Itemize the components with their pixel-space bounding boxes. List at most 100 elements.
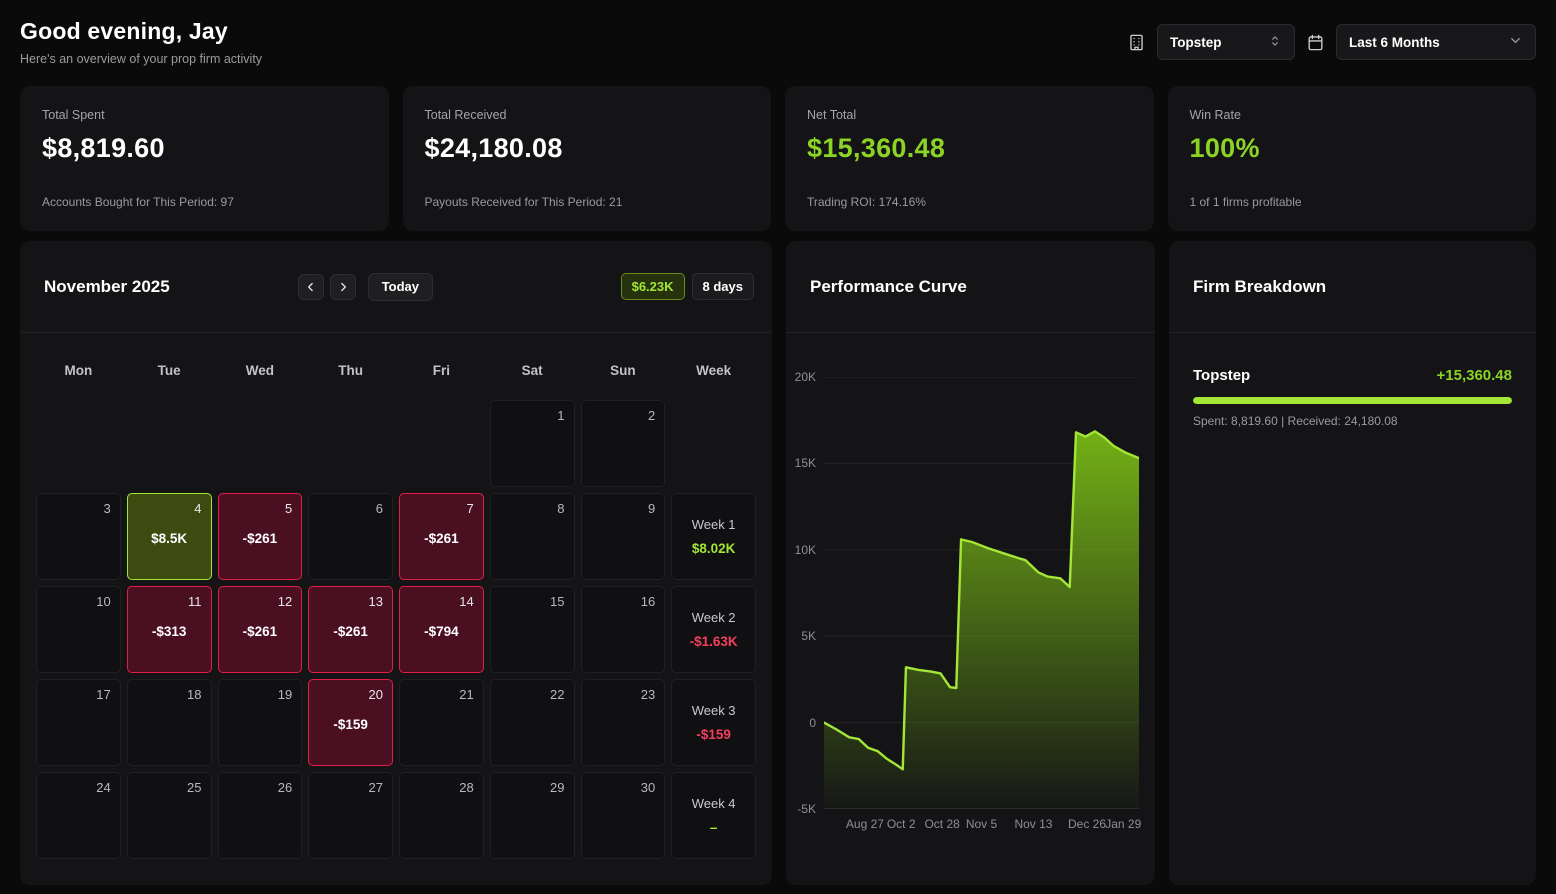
day-number: 9 xyxy=(648,501,656,516)
calendar-day-cell[interactable]: 11 -$313 xyxy=(126,586,212,673)
day-number: 10 xyxy=(96,594,111,609)
stat-card-net-total: Net Total $15,360.48 Trading ROI: 174.16… xyxy=(785,86,1154,231)
stat-label: Total Spent xyxy=(42,108,105,122)
week-summary-cell: Week 3 -$159 xyxy=(671,679,756,766)
x-axis-label: Nov 13 xyxy=(1014,817,1053,831)
performance-curve-card: Performance Curve Aug 27 Oct 2 Oct 28 Nov 5… xyxy=(786,241,1155,885)
month-total-badge: $6.23K xyxy=(620,273,685,300)
day-pnl-value: -$261 xyxy=(242,531,278,546)
calendar-day-cell[interactable]: 30 xyxy=(580,772,666,859)
week-label: Week 4 xyxy=(691,796,736,811)
day-number: 20 xyxy=(368,687,383,702)
calendar-day-cell[interactable]: 21 xyxy=(399,679,484,766)
prev-month-button[interactable] xyxy=(297,273,324,300)
period-select[interactable]: Last 6 Months xyxy=(1336,24,1536,60)
weekday-header: Mon xyxy=(64,363,93,378)
calendar-day-cell[interactable]: 28 xyxy=(399,772,484,859)
calendar-day-cell[interactable]: 12 -$261 xyxy=(217,586,303,673)
day-number: 3 xyxy=(103,501,111,516)
day-number: 26 xyxy=(277,780,293,795)
week-pnl-value: – xyxy=(709,820,718,835)
weekday-header: Sat xyxy=(521,363,543,378)
firm-select[interactable]: Topstep xyxy=(1157,24,1295,60)
week-summary-cell: Week 2 -$1.63K xyxy=(671,586,756,673)
day-number: 24 xyxy=(96,780,111,795)
calendar-day-cell[interactable]: 14 -$794 xyxy=(399,586,484,673)
stat-card-total-received: Total Received $24,180.08 Payouts Receiv… xyxy=(402,86,771,231)
day-number: 28 xyxy=(459,780,474,795)
day-pnl-value: -$313 xyxy=(151,624,187,639)
day-pnl-value: -$159 xyxy=(333,717,368,732)
calendar-badges: $6.23K 8 days xyxy=(620,273,754,300)
day-number: 4 xyxy=(194,501,202,516)
stat-value: $8,819.60 xyxy=(42,133,165,163)
day-number: 18 xyxy=(187,687,202,702)
calendar-icon xyxy=(1306,33,1325,52)
calendar-day-cell[interactable]: 18 xyxy=(126,679,212,766)
week-pnl-value: -$159 xyxy=(696,727,731,742)
firm-detail-text: Spent: 8,819.60 | Received: 24,180.08 xyxy=(1193,414,1398,428)
chevron-right-icon xyxy=(340,282,346,291)
calendar-day-cell[interactable]: 25 xyxy=(126,772,212,859)
y-axis-label: 5K xyxy=(801,629,816,644)
day-number: 1 xyxy=(557,408,565,423)
day-number: 19 xyxy=(277,687,293,702)
x-axis-label: Dec 26 xyxy=(1068,817,1107,831)
calendar-day-cell[interactable]: 29 xyxy=(489,772,575,859)
day-number: 11 xyxy=(188,594,202,609)
calendar-day-cell[interactable]: 13 -$261 xyxy=(308,586,393,673)
calendar-day-cell[interactable]: 3 xyxy=(36,493,121,580)
calendar-day-cell[interactable]: 1 xyxy=(489,400,575,487)
next-month-button[interactable] xyxy=(329,273,356,300)
week-label: Week 3 xyxy=(691,703,736,718)
today-button[interactable]: Today xyxy=(367,272,434,301)
week-pnl-value: -$1.63K xyxy=(689,634,738,649)
firm-breakdown-header: Firm Breakdown xyxy=(1169,241,1536,333)
week-summary-cell: Week 4 – xyxy=(671,772,756,859)
firm-net-value: +15,360.48 xyxy=(1436,367,1513,384)
calendar-day-cell[interactable]: 4 $8.5K xyxy=(126,493,212,580)
building-icon xyxy=(1127,33,1146,52)
weekday-header: Sun xyxy=(610,363,636,378)
calendar-day-cell[interactable]: 16 xyxy=(580,586,666,673)
firm-name: Topstep xyxy=(1193,367,1251,384)
calendar-nav: Today xyxy=(297,272,434,301)
calendar-day-cell[interactable]: 22 xyxy=(489,679,575,766)
stat-value: $24,180.08 xyxy=(424,133,563,163)
day-pnl-value: -$794 xyxy=(424,624,459,639)
calendar-day-cell[interactable]: 7 -$261 xyxy=(399,493,484,580)
calendar-day-cell[interactable]: 2 xyxy=(580,400,666,487)
stat-value: $15,360.48 xyxy=(807,133,946,163)
calendar-card: November 2025 Today $6.23K 8 days Mon Tue… xyxy=(20,241,772,885)
day-number: 14 xyxy=(459,594,474,609)
calendar-day-cell[interactable]: 27 xyxy=(308,772,393,859)
calendar-day-cell[interactable]: 6 xyxy=(308,493,393,580)
calendar-day-cell[interactable]: 20 -$159 xyxy=(308,679,393,766)
stat-subtext: 1 of 1 firms profitable xyxy=(1189,195,1302,209)
calendar-day-cell[interactable]: 26 xyxy=(217,772,303,859)
day-number: 12 xyxy=(277,594,293,609)
day-number: 5 xyxy=(285,501,293,516)
stat-subtext: Accounts Bought for This Period: 97 xyxy=(42,195,234,209)
day-number: 16 xyxy=(640,594,656,609)
calendar-day-cell[interactable]: 19 xyxy=(217,679,303,766)
calendar-day-cell[interactable]: 15 xyxy=(489,586,575,673)
calendar-card-header: November 2025 Today $6.23K 8 days xyxy=(20,241,772,333)
calendar-day-cell[interactable]: 17 xyxy=(36,679,121,766)
day-number: 17 xyxy=(96,687,111,702)
day-number: 23 xyxy=(640,687,656,702)
y-axis-label: -5K xyxy=(797,802,816,816)
day-pnl-value: -$261 xyxy=(333,624,368,639)
y-axis-label: 10K xyxy=(794,542,816,557)
day-number: 25 xyxy=(187,780,202,795)
firm-progress-track xyxy=(1193,397,1512,404)
calendar-day-cell[interactable]: 24 xyxy=(36,772,121,859)
calendar-day-cell[interactable]: 5 -$261 xyxy=(217,493,303,580)
calendar-day-cell[interactable]: 9 xyxy=(580,493,666,580)
y-axis-label: 15K xyxy=(794,456,816,471)
calendar-day-cell[interactable]: 23 xyxy=(580,679,666,766)
chevron-up-down-icon xyxy=(1268,34,1282,51)
calendar-day-cell[interactable]: 10 xyxy=(36,586,121,673)
stat-label: Win Rate xyxy=(1189,108,1241,122)
calendar-day-cell[interactable]: 8 xyxy=(489,493,575,580)
